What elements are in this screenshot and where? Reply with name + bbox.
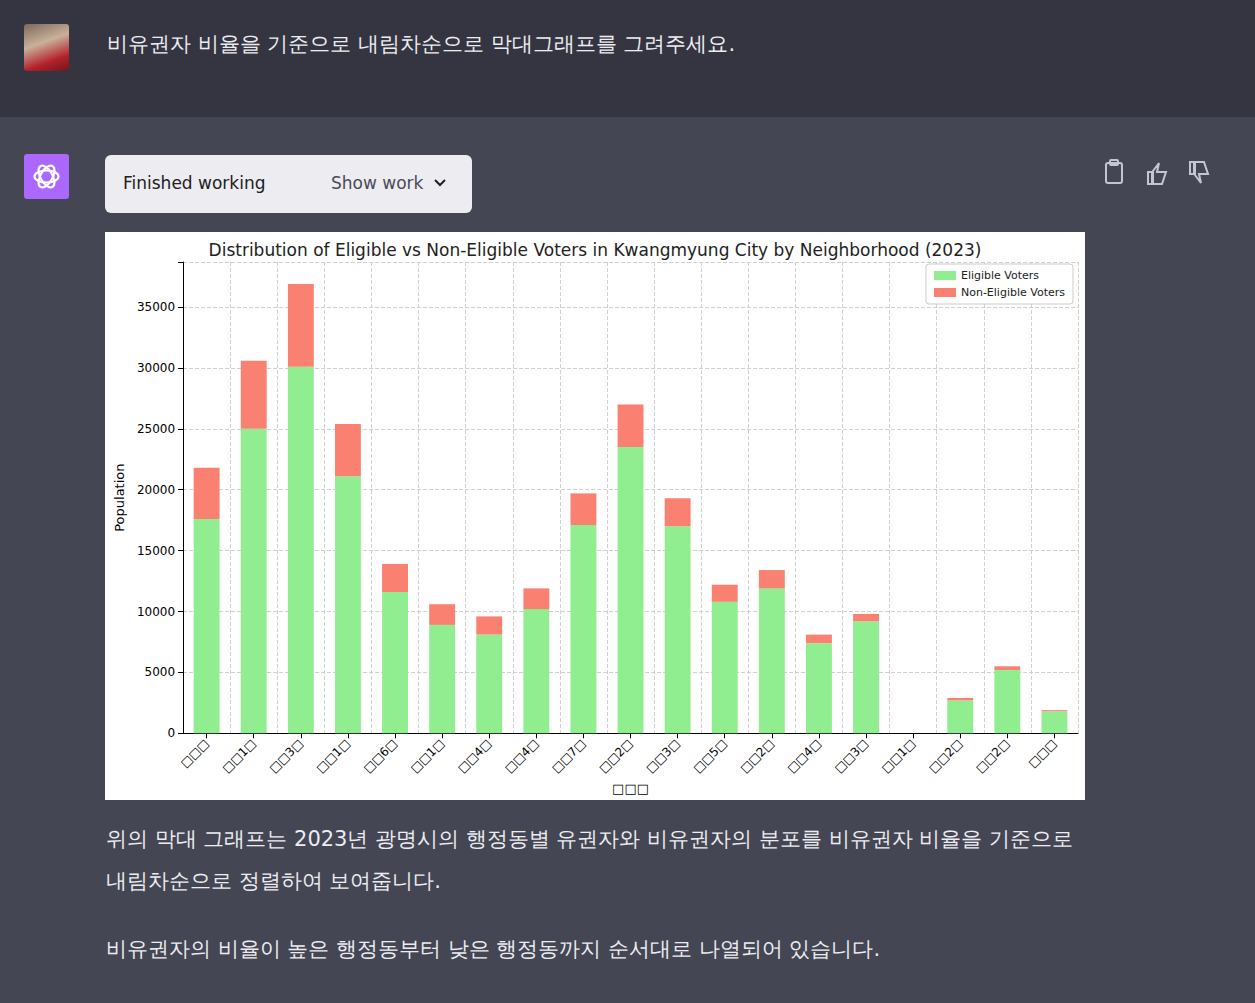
svg-text:Population: Population (112, 463, 127, 531)
svg-text:□□3□: □□3□ (832, 736, 871, 775)
svg-text:□□2□: □□2□ (737, 736, 776, 775)
svg-text:□□4□: □□4□ (785, 736, 824, 775)
html-text:Finished working: Finished working (123, 173, 266, 193)
svg-text:□□2□: □□2□ (596, 736, 635, 775)
svg-text:□□1□: □□1□ (879, 736, 918, 775)
svg-text:25000: 25000 (137, 422, 175, 436)
svg-text:30000: 30000 (137, 361, 175, 375)
svg-text:□□□: □□□ (612, 781, 649, 796)
svg-text:20000: 20000 (137, 483, 175, 497)
html-text:Show work: Show work (331, 173, 424, 193)
svg-text:10000: 10000 (137, 605, 175, 619)
svg-text:□□1□: □□1□ (314, 736, 353, 775)
html-text:비유권자의 비율이 높은 행정동부터 낮은 행정동까지 순서: 비유권자의 비율이 높은 행정동부터 낮은 행정동까지 순서대로 나열되어 있습… (106, 937, 881, 961)
svg-text:□□2□: □□2□ (973, 736, 1012, 775)
svg-text:Eligible Voters: Eligible Voters (961, 269, 1039, 282)
svg-text:□□1□: □□1□ (219, 736, 258, 775)
svg-text:□□1□: □□1□ (408, 736, 447, 775)
svg-text:Non-Eligible Voters: Non-Eligible Voters (961, 286, 1065, 299)
svg-text:□□□: □□□ (1025, 736, 1059, 770)
svg-text:35000: 35000 (137, 300, 175, 314)
svg-text:Distribution of Eligible vs No: Distribution of Eligible vs Non-Eligible… (209, 240, 982, 260)
html-text:비유권자 비율을 기준으로 내림차순으로 막대그래프를 그려: 비유권자 비율을 기준으로 내림차순으로 막대그래프를 그려주세요. (107, 32, 736, 56)
svg-text:□□4□: □□4□ (502, 736, 541, 775)
svg-text:□□5□: □□5□ (690, 736, 729, 775)
svg-text:□□4□: □□4□ (455, 736, 494, 775)
svg-text:□□□: □□□ (178, 736, 212, 770)
html-text:위의 막대 그래프는 2023년 광명시의 행정동별 유권자: 위의 막대 그래프는 2023년 광명시의 행정동별 유권자와 비유권자의 분포… (106, 827, 1073, 893)
svg-text:15000: 15000 (137, 544, 175, 558)
svg-text:□□7□: □□7□ (549, 736, 588, 775)
svg-text:□□6□: □□6□ (361, 736, 400, 775)
svg-text:□□2□: □□2□ (926, 736, 965, 775)
svg-text:5000: 5000 (145, 665, 176, 679)
svg-text:□□3□: □□3□ (266, 736, 305, 775)
svg-text:0: 0 (167, 726, 175, 740)
svg-text:□□3□: □□3□ (643, 736, 682, 775)
